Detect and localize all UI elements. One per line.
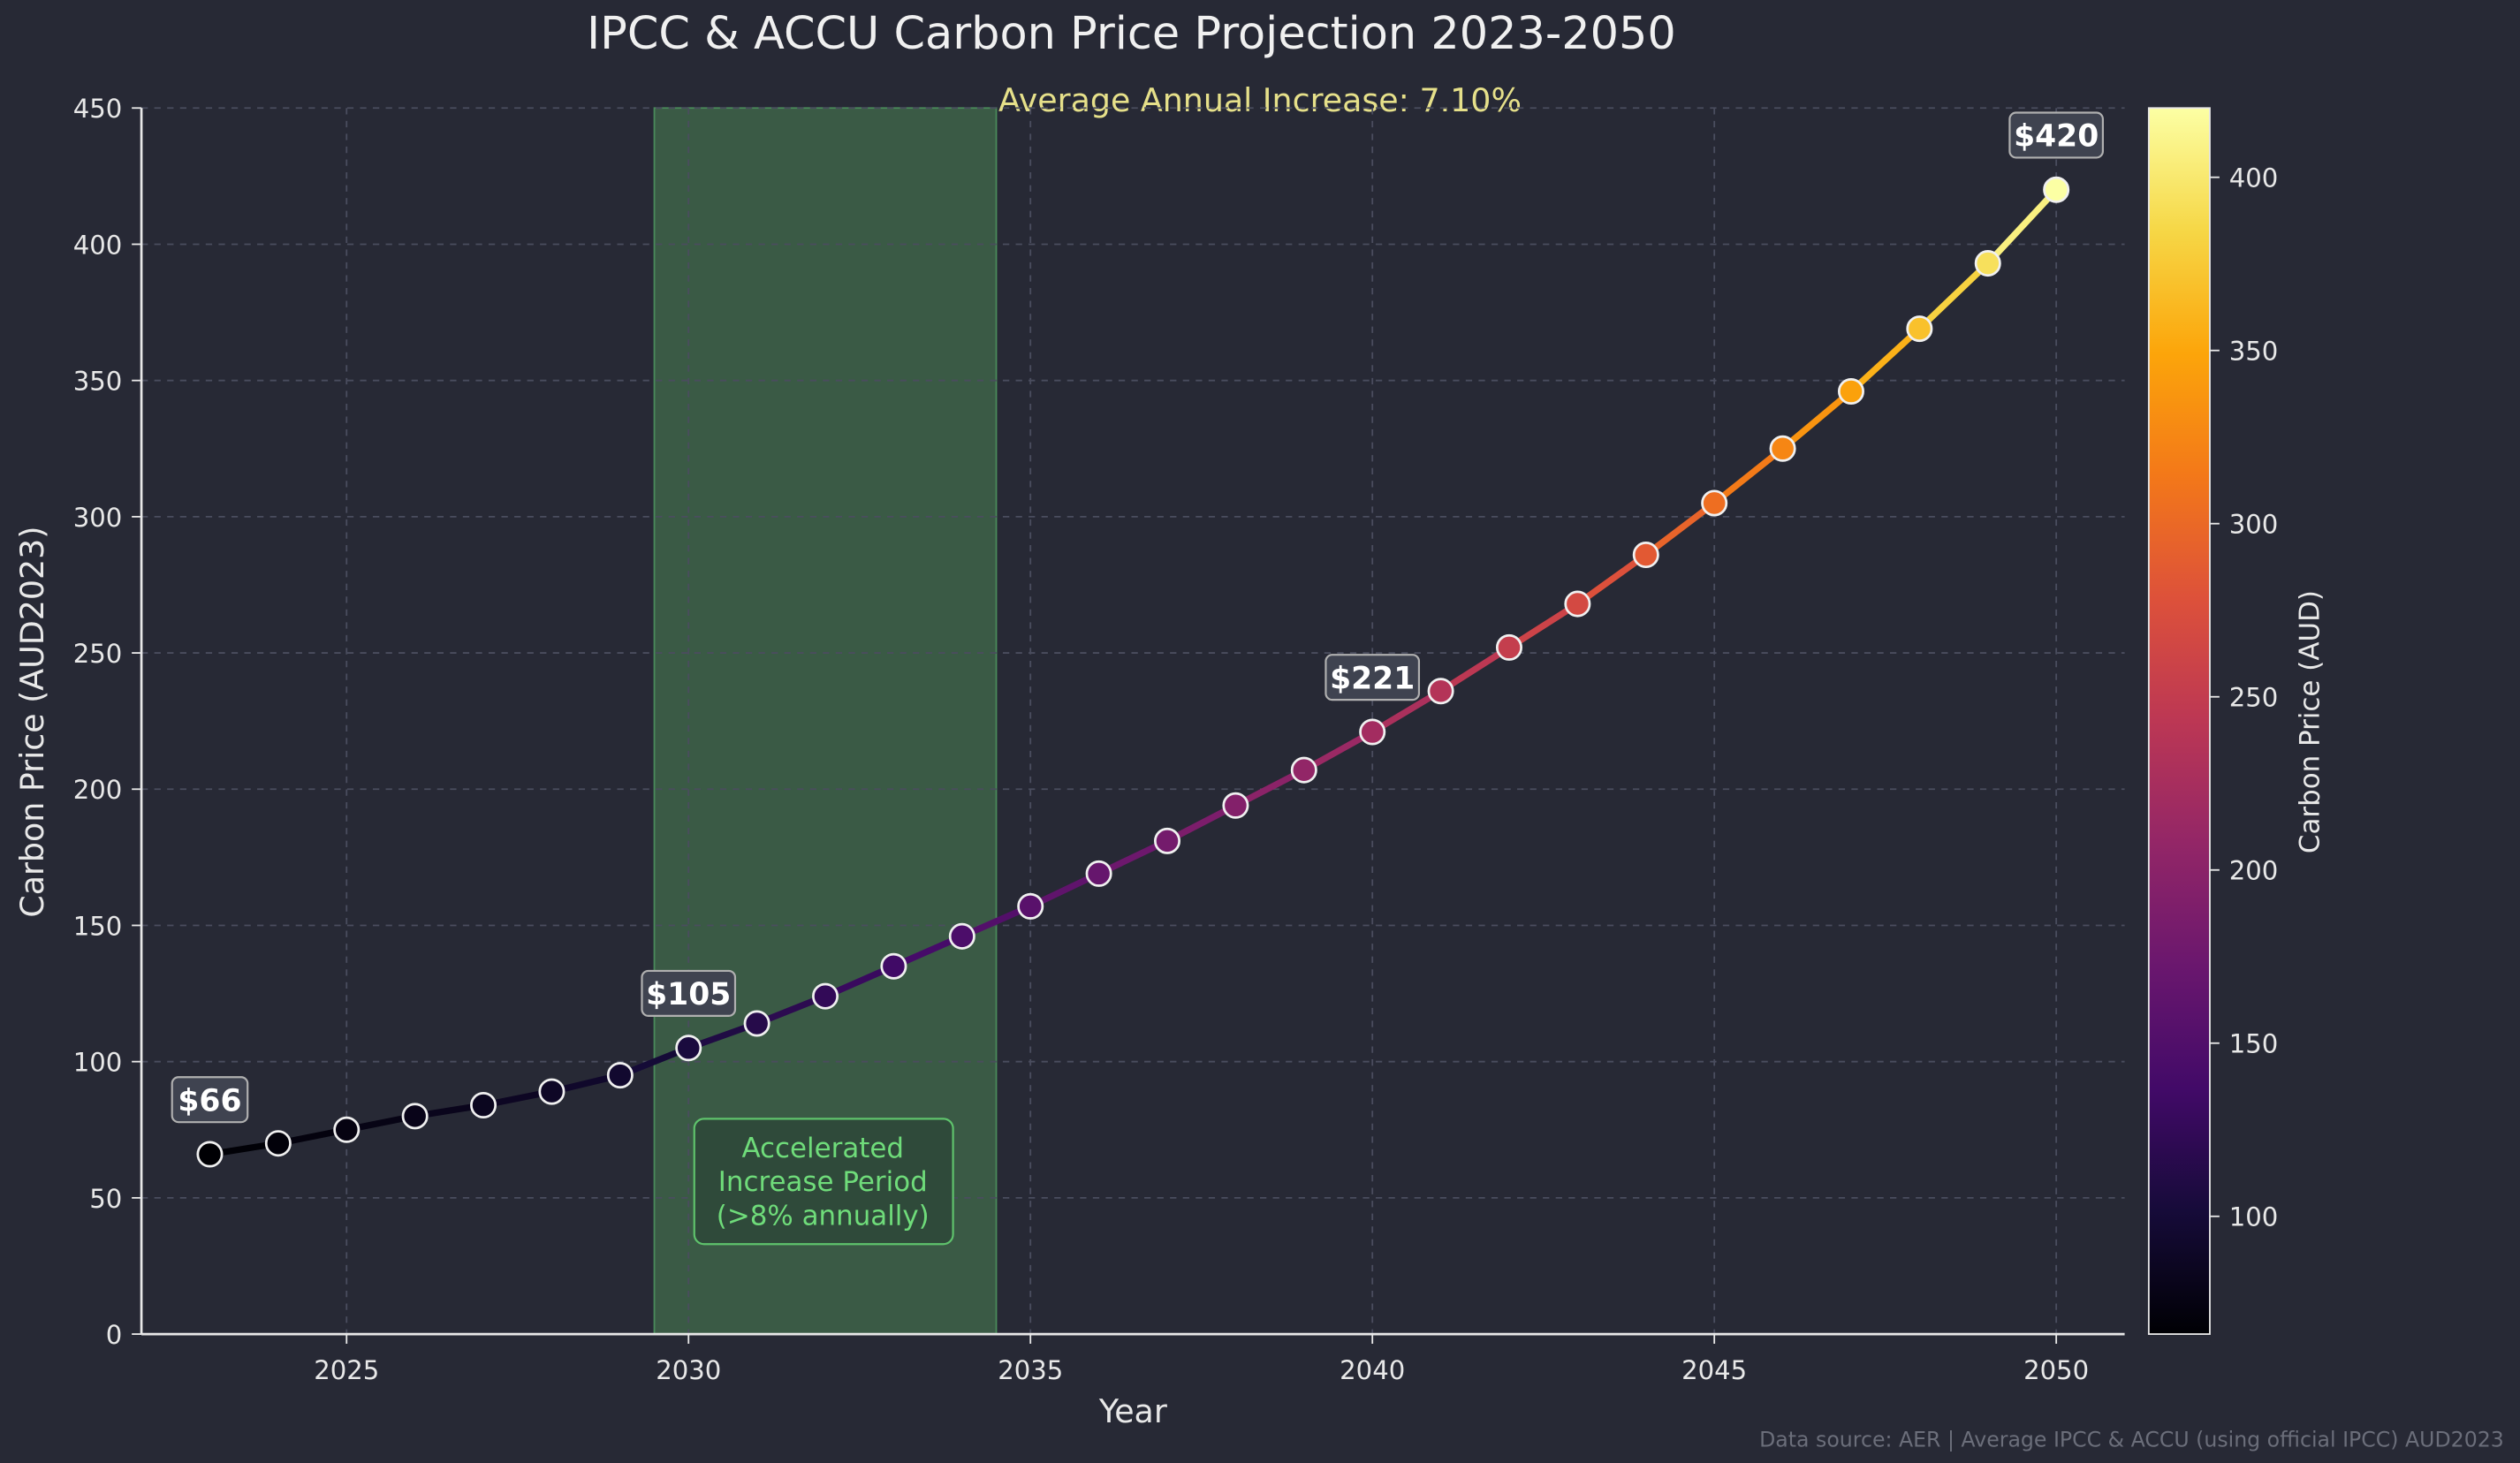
y-axis-label: Carbon Price (AUD2023)	[13, 526, 51, 917]
data-point	[1769, 435, 1796, 462]
line-segment	[1985, 186, 2060, 267]
line-segment	[1848, 325, 1924, 395]
data-point	[264, 1130, 292, 1157]
data-point	[1701, 489, 1728, 517]
data-point	[470, 1092, 497, 1119]
data-point	[1085, 860, 1112, 887]
point-label-box	[2008, 111, 2104, 159]
line-segment	[1369, 687, 1445, 736]
y-tick-label: 450	[73, 94, 123, 124]
y-tick-label: 250	[73, 639, 123, 669]
data-point	[1564, 590, 1591, 618]
colorbar-tick-label: 100	[2229, 1202, 2279, 1232]
data-point	[1906, 315, 1933, 343]
point-label-box	[1325, 654, 1421, 701]
data-point	[333, 1116, 361, 1143]
data-point	[1359, 718, 1386, 746]
y-tick-label: 0	[106, 1320, 123, 1350]
x-tick-label: 2040	[1340, 1355, 1405, 1385]
data-point	[1222, 792, 1249, 819]
x-axis-label: Year	[1098, 1392, 1167, 1430]
x-tick-label: 2045	[1681, 1355, 1747, 1385]
x-tick-label: 2050	[2023, 1355, 2089, 1385]
chart-title: IPCC & ACCU Carbon Price Projection 2023…	[587, 8, 1676, 60]
annotation-text: Accelerated	[741, 1133, 904, 1164]
data-point	[606, 1062, 634, 1089]
annotation-box	[693, 1118, 954, 1246]
data-point	[812, 982, 839, 1010]
point-label: $420	[2014, 119, 2099, 155]
line-segment	[1643, 499, 1718, 558]
point-label-box	[641, 969, 737, 1017]
data-point	[1495, 633, 1522, 661]
data-point	[1632, 542, 1659, 569]
data-point	[1290, 756, 1317, 784]
annotation-text: Increase Period	[718, 1166, 928, 1198]
y-tick-label: 50	[89, 1184, 122, 1214]
data-point	[1427, 678, 1454, 705]
line-segment	[1916, 260, 1992, 332]
data-point	[880, 952, 907, 980]
colorbar-tick-label: 200	[2229, 856, 2279, 886]
line-segment	[1779, 388, 1855, 452]
x-tick-label: 2035	[998, 1355, 1063, 1385]
point-label: $105	[646, 977, 731, 1012]
y-tick-label: 350	[73, 367, 123, 397]
colorbar-tick-label: 250	[2229, 683, 2279, 713]
point-label-box	[171, 1076, 249, 1124]
line-segment	[1437, 644, 1513, 694]
point-label: $66	[178, 1083, 241, 1118]
y-tick-label: 300	[73, 503, 123, 533]
x-tick-label: 2030	[656, 1355, 721, 1385]
y-tick-label: 200	[73, 775, 123, 805]
point-label: $221	[1330, 661, 1415, 696]
data-point	[948, 922, 975, 950]
data-point	[1017, 892, 1044, 920]
colorbar-tick-label: 350	[2229, 337, 2279, 367]
colorbar	[2147, 107, 2211, 1335]
data-point	[1154, 827, 1181, 854]
data-point	[743, 1010, 770, 1037]
data-point	[1974, 250, 2001, 277]
data-point	[675, 1035, 702, 1062]
data-point	[538, 1078, 565, 1105]
colorbar-tick-label: 400	[2229, 163, 2279, 193]
line-segment	[1506, 600, 1582, 651]
y-tick-label: 400	[73, 230, 123, 260]
line-segment	[1574, 551, 1650, 608]
data-point	[401, 1103, 429, 1130]
colorbar-tick-label: 150	[2229, 1029, 2279, 1059]
y-tick-label: 100	[73, 1048, 123, 1078]
annotation-text: (>8% annually)	[717, 1200, 930, 1232]
data-point	[2043, 176, 2070, 203]
chart-subtitle: Average Annual Increase: 7.10%	[998, 81, 1522, 119]
footer-source: Data source: AER | Average IPCC & ACCU (…	[1759, 1427, 2504, 1452]
line-segment	[1711, 445, 1787, 507]
data-point	[196, 1141, 224, 1168]
colorbar-label: Carbon Price (AUD)	[2295, 590, 2326, 853]
x-tick-label: 2025	[314, 1355, 379, 1385]
y-tick-label: 150	[73, 911, 123, 941]
data-point	[1837, 378, 1864, 406]
colorbar-tick-label: 300	[2229, 510, 2279, 540]
